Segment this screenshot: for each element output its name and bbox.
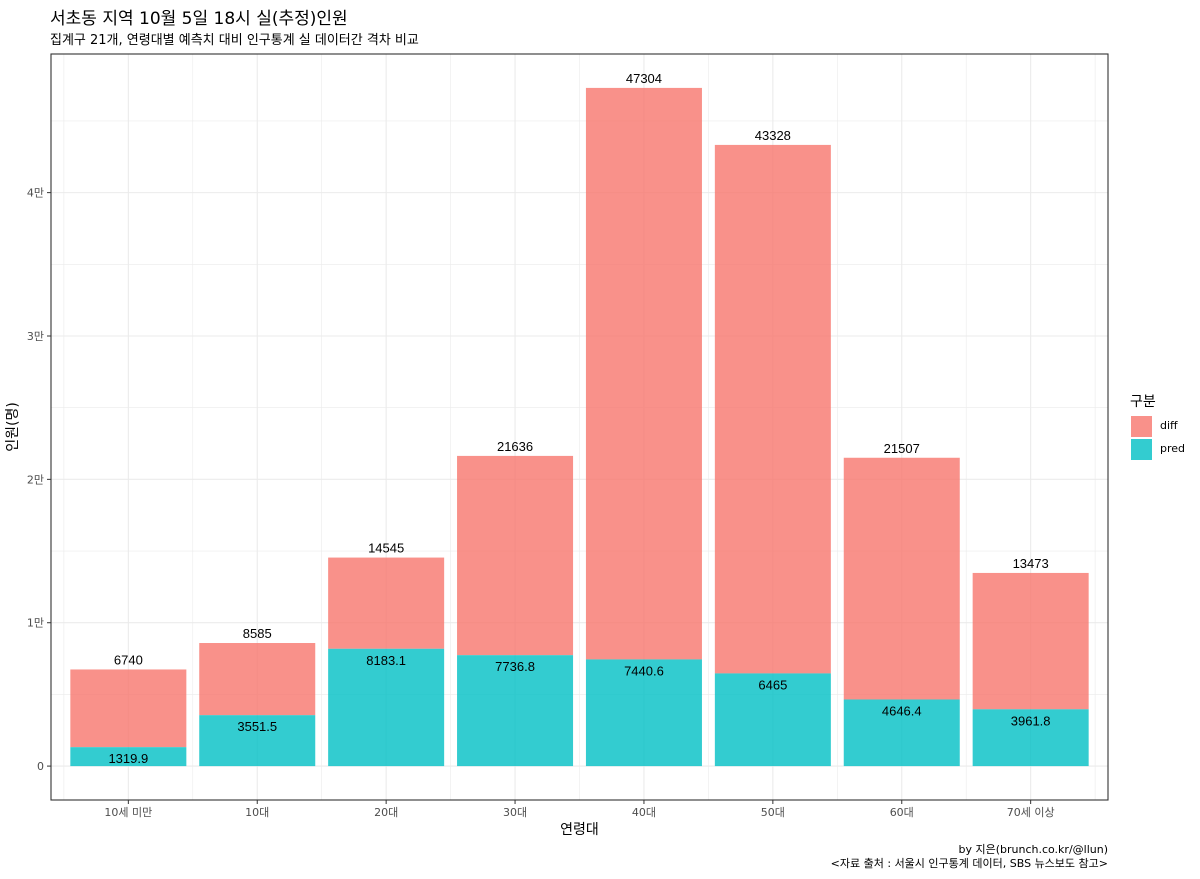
x-tick-label: 60대 bbox=[890, 806, 914, 819]
y-tick-label: 1만 bbox=[27, 617, 44, 630]
bar-pred bbox=[457, 655, 574, 767]
bar-pred bbox=[199, 715, 316, 767]
total-label: 14545 bbox=[368, 541, 404, 556]
pred-label: 3551.5 bbox=[237, 719, 277, 734]
total-label: 8585 bbox=[243, 626, 272, 641]
bar-diff bbox=[328, 557, 445, 649]
x-tick-label: 30대 bbox=[503, 806, 527, 819]
pred-label: 1319.9 bbox=[108, 751, 148, 766]
bar-pred bbox=[70, 747, 187, 767]
bar-diff bbox=[199, 643, 316, 716]
legend-label-diff: diff bbox=[1160, 419, 1178, 432]
total-label: 6740 bbox=[114, 652, 143, 667]
x-tick-label: 70세 이상 bbox=[1007, 806, 1055, 819]
legend-label-pred: pred bbox=[1160, 442, 1186, 455]
total-label: 47304 bbox=[626, 71, 662, 86]
legend-title: 구분 bbox=[1130, 394, 1156, 410]
bar-pred bbox=[843, 699, 960, 767]
chart-title: 서초동 지역 10월 5일 18시 실(추정)인원 bbox=[50, 9, 348, 29]
x-tick-label: 20대 bbox=[374, 806, 398, 819]
bar-diff bbox=[843, 457, 960, 700]
x-tick-label: 40대 bbox=[632, 806, 656, 819]
legend-swatch-diff bbox=[1131, 416, 1152, 437]
bar-labels: 6740 1319.9 8585 3551.5 14545 8183.1 21636 7736… bbox=[108, 71, 1050, 766]
pred-label: 8183.1 bbox=[366, 653, 406, 668]
bar-pred bbox=[714, 673, 831, 767]
y-tick-label: 0 bbox=[37, 760, 44, 773]
bar-pred bbox=[972, 709, 1089, 767]
x-tick-label: 10대 bbox=[245, 806, 269, 819]
bar-diff bbox=[585, 87, 702, 660]
bar-diff bbox=[714, 144, 831, 674]
y-axis-title: 인원(명) bbox=[5, 402, 21, 452]
caption: by 지은(brunch.co.kr/@llun) <자료 출처 : 서울시 인… bbox=[831, 843, 1108, 871]
pred-label: 6465 bbox=[758, 677, 787, 692]
pred-label: 7440.6 bbox=[624, 663, 664, 678]
chart-subtitle: 집계구 21개, 연령대별 예측치 대비 인구통계 실 데이터간 격차 비교 bbox=[50, 33, 419, 48]
caption-author: by 지은(brunch.co.kr/@llun) bbox=[958, 843, 1108, 856]
x-axis-title: 연령대 bbox=[560, 822, 599, 838]
y-tick-label: 4만 bbox=[27, 187, 44, 200]
legend-swatch-pred bbox=[1131, 439, 1152, 460]
pred-label: 7736.8 bbox=[495, 659, 535, 674]
bar-diff bbox=[972, 572, 1089, 710]
bar-diff bbox=[70, 669, 187, 748]
pred-label: 4646.4 bbox=[882, 703, 922, 718]
y-tick-label: 3만 bbox=[27, 330, 44, 343]
bar-diff bbox=[457, 455, 574, 656]
total-label: 21507 bbox=[884, 441, 920, 456]
pred-label: 3961.8 bbox=[1011, 713, 1051, 728]
plot-border bbox=[50, 53, 1109, 801]
y-tick-label: 2만 bbox=[27, 473, 44, 486]
x-tick-label: 50대 bbox=[761, 806, 785, 819]
x-tick-label: 10세 미만 bbox=[104, 806, 152, 819]
total-label: 43328 bbox=[755, 128, 791, 143]
bar-pred bbox=[328, 648, 445, 767]
x-axis: 10세 미만 10대 20대 30대 40대 50대 60대 70세 이상 bbox=[104, 800, 1055, 819]
total-label: 13473 bbox=[1013, 556, 1049, 571]
bar-pred bbox=[585, 659, 702, 767]
bars bbox=[70, 87, 1089, 767]
y-axis: 0 1만 2만 3만 4만 bbox=[27, 187, 51, 773]
total-label: 21636 bbox=[497, 439, 533, 454]
caption-source: <자료 출처 : 서울시 인구통계 데이터, SBS 뉴스보도 참고> bbox=[830, 857, 1108, 870]
